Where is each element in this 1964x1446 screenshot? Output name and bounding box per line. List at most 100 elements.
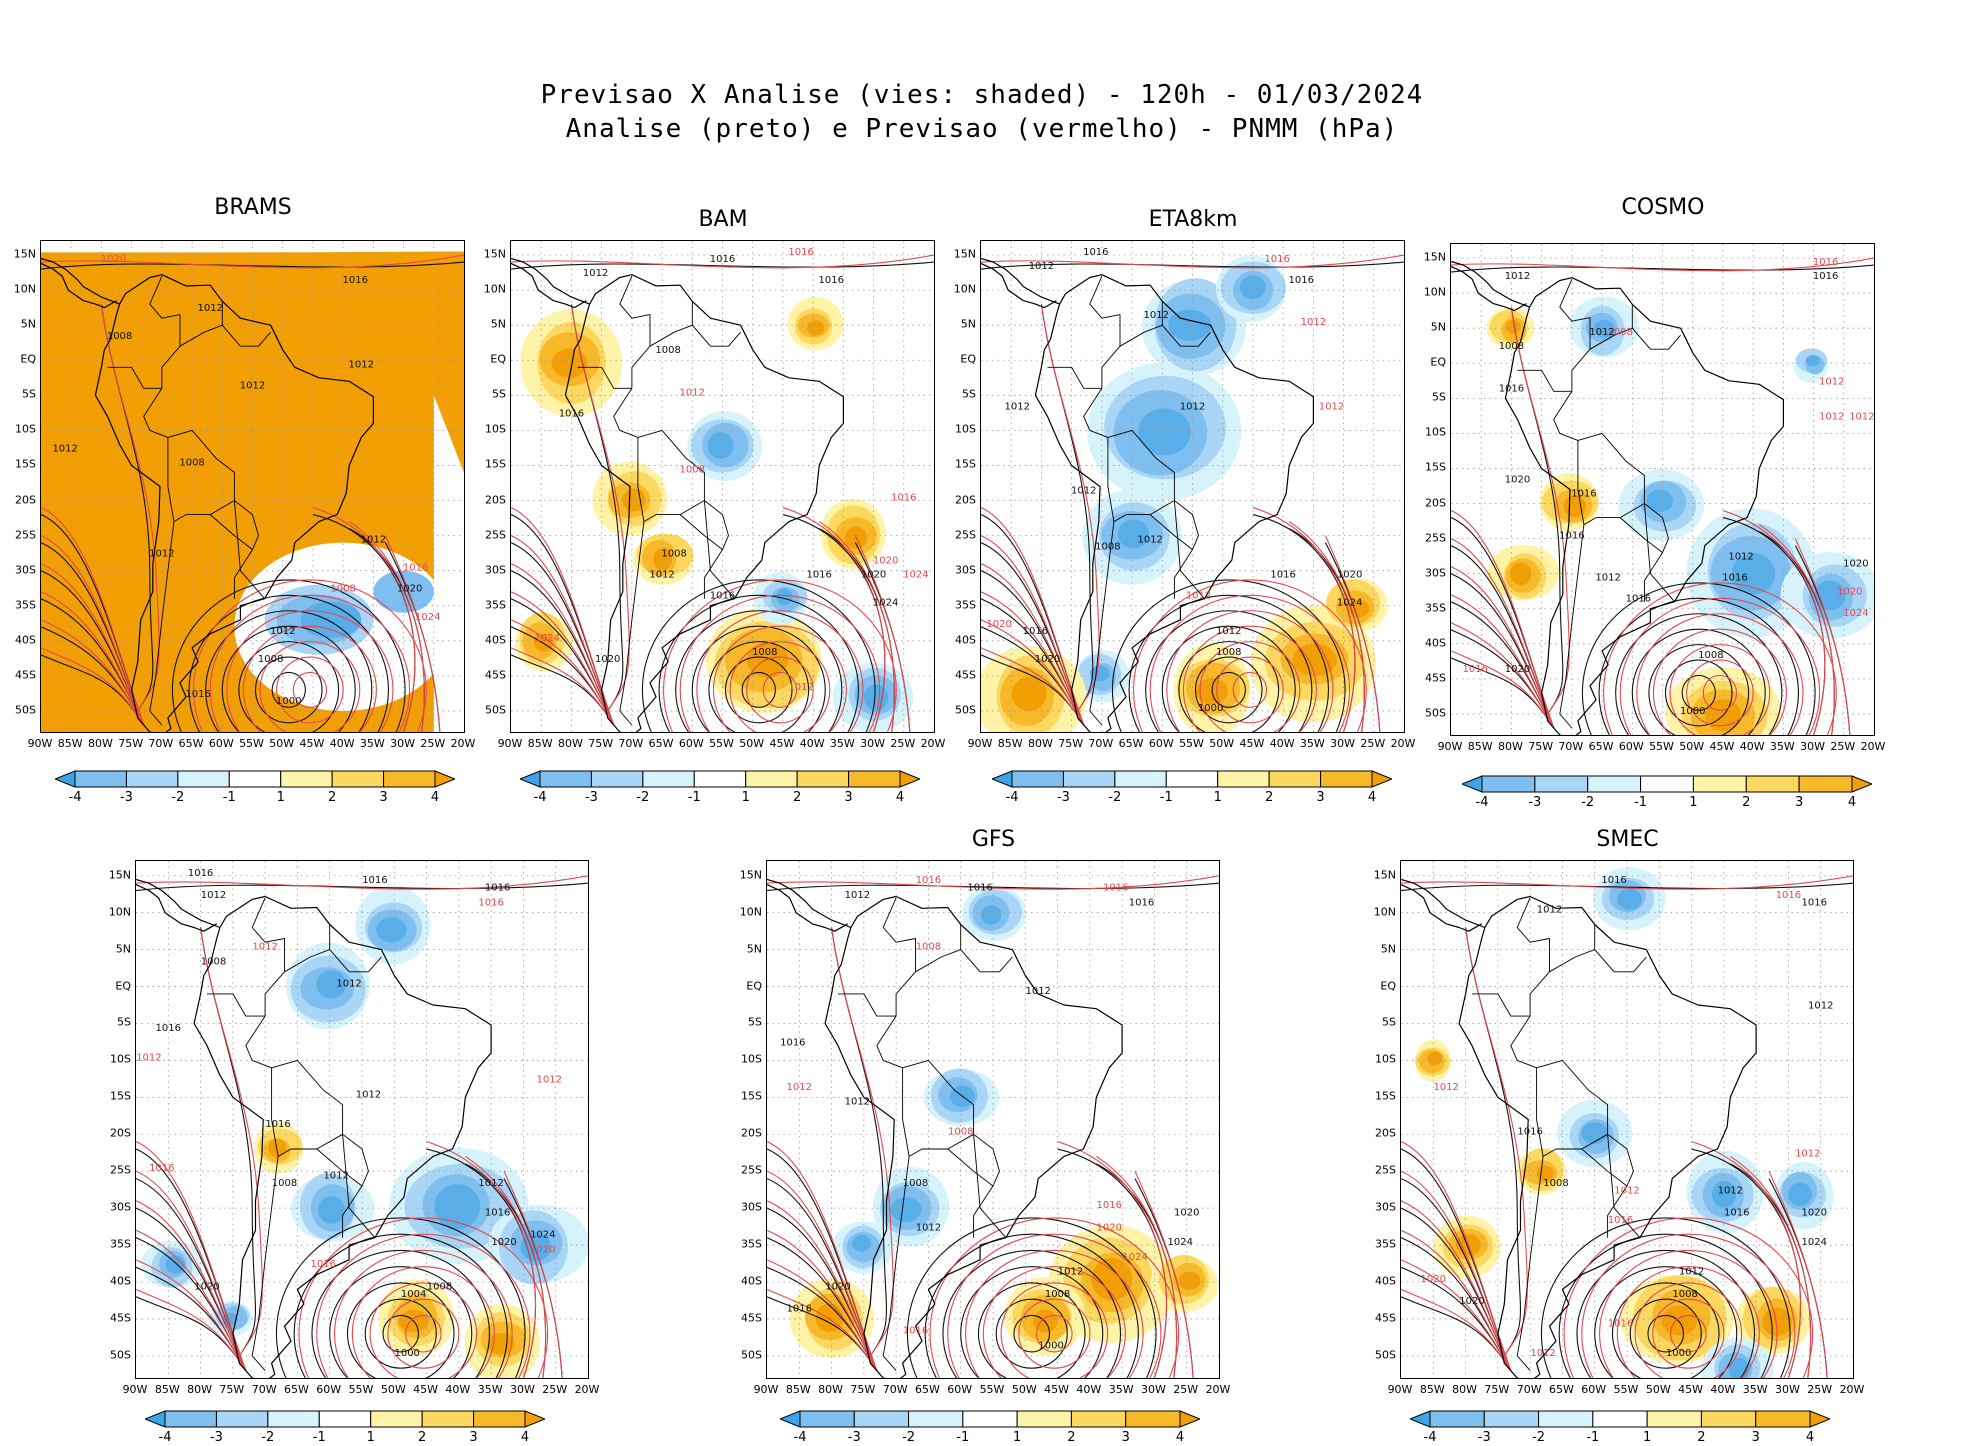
lat-tick-label: EQ <box>746 979 762 993</box>
forecast-isobar <box>1018 1298 1091 1369</box>
bias-blob-warm <box>1427 1051 1443 1066</box>
lat-tick-label: 10N <box>1423 285 1446 299</box>
lat-tick-label: EQ <box>20 352 36 366</box>
isobar-label: 1020 <box>1837 587 1862 598</box>
lat-tick-label: 25S <box>741 1163 762 1177</box>
analysis-isobar <box>136 1207 247 1371</box>
coastline <box>1034 274 1314 732</box>
lon-tick-label: 60W <box>208 737 234 750</box>
analysis-isobar <box>1615 613 1783 735</box>
colorbar-segment <box>1692 775 1747 793</box>
country-border <box>1549 949 1595 973</box>
forecast-isobar <box>729 641 831 732</box>
bias-shading <box>514 297 914 732</box>
map-svg: 1016 1016 1016 1016 1012 1012 1008 1012 1016 1012… <box>136 861 588 1378</box>
forecast-isobar <box>767 875 1219 890</box>
country-border <box>1516 897 1550 1017</box>
country-border <box>1559 524 1585 729</box>
lat-tick-label: 35S <box>15 598 36 612</box>
lat-tick-label: 45S <box>955 668 976 682</box>
lat-tick-label: 5N <box>1380 942 1396 956</box>
colorbar-min-triangle <box>53 770 76 788</box>
lon-tick-label: 35W <box>1299 737 1325 750</box>
colorbar-label: -3 <box>847 1430 861 1445</box>
isobar-label: 1016 <box>362 875 387 886</box>
lat-tick-label: 15N <box>1423 250 1446 264</box>
lon-tick-label: 30W <box>390 737 415 750</box>
lon-tick-label: 30W <box>509 1383 535 1396</box>
map-panel-brams: BRAMS 1020 1016 1012 1008 1012 1012 1012 1008 101… <box>14 195 476 750</box>
isobar-label: 1012 <box>1808 1001 1833 1012</box>
colorbar-label: -1 <box>687 790 701 805</box>
colorbar-segment <box>267 1410 320 1428</box>
colorbar: -4 -3 -2 -1 1 2 3 4 <box>1460 775 1874 811</box>
country-border <box>1516 1156 1544 1371</box>
forecast-isobar <box>1096 1155 1178 1378</box>
isobar-label: 1016 <box>1626 594 1651 605</box>
lat-tick-label: 50S <box>1375 1348 1396 1362</box>
forecast-isobar <box>511 563 615 726</box>
lat-tick-label: 15S <box>15 457 36 471</box>
analysis-isobar <box>767 882 1219 892</box>
forecast-isobar <box>1199 641 1301 732</box>
lon-tick-label: 35W <box>829 737 855 750</box>
isobar-label: 1016 <box>559 408 584 419</box>
lon-tick-label: 25W <box>890 737 916 750</box>
lon-tick-label: 45W <box>299 737 325 750</box>
lon-tick-label: 80W <box>187 1383 212 1396</box>
isobar-label: 1016 <box>265 1119 290 1130</box>
lat-tick-label: 15N <box>953 247 976 261</box>
isobar-label: 1012 <box>356 1089 381 1100</box>
analysis-isobar <box>1211 671 1246 708</box>
country-border <box>1517 369 1572 392</box>
country-border <box>619 521 645 726</box>
isobar-label: 1016 <box>1571 489 1596 500</box>
lat-tick-label: 30S <box>1375 1200 1396 1214</box>
colorbar-label: -1 <box>222 790 236 805</box>
forecast-isobar <box>929 1217 1180 1378</box>
analysis-isobar <box>1178 641 1280 732</box>
bias-blob-cool <box>890 1197 922 1222</box>
isobar-label: 1016 <box>1270 570 1295 581</box>
country-border <box>947 1133 1000 1187</box>
forecast-isobar <box>511 254 934 269</box>
forecast-isobar <box>41 563 145 726</box>
colorbar-segment <box>1429 1410 1485 1428</box>
lon-tick-label: 80W <box>1452 1383 1477 1396</box>
isobar-label: 1024 <box>1122 1252 1147 1263</box>
isobar-label: 1000 <box>1038 1340 1063 1351</box>
forecast-isobar <box>503 1170 563 1378</box>
forecast-isobar <box>511 647 615 726</box>
isobar-label: 1012 <box>149 549 174 560</box>
analysis-isobar <box>942 1249 1122 1378</box>
lat-tick-label: 25S <box>955 528 976 542</box>
panel-title: GFS <box>971 827 1016 852</box>
isobar-label: 1012 <box>1144 310 1169 321</box>
lat-tick-label: 15N <box>13 247 36 261</box>
analysis-isobar <box>205 610 373 732</box>
forecast-isobar <box>1401 1200 1512 1371</box>
analysis-isobar <box>188 594 389 732</box>
lon-tick-label: 90W <box>497 737 523 750</box>
colorbar-segment <box>177 770 230 788</box>
forecast-isobar <box>663 579 897 732</box>
isobar-label: 1012 <box>1216 626 1241 637</box>
lon-tick-labels: 90W 85W 80W 75W 70W 65W 60W 55W 50W 45W 40W 35W 30W 2… <box>754 1383 1231 1397</box>
lat-tick-label: 5S <box>748 1015 762 1029</box>
analysis-isobar <box>691 625 826 732</box>
lat-tick-label: 15N <box>1373 868 1396 882</box>
colorbar-label: 1 <box>741 790 750 805</box>
lon-tick-label: 55W <box>239 737 264 750</box>
bias-blob-cool <box>1581 1122 1608 1144</box>
isobar-label: 1020 <box>1421 1274 1446 1285</box>
colorbar-label: -3 <box>1477 1430 1491 1445</box>
isobar-label: 1012 <box>1319 401 1344 412</box>
isobar-label: 1016 <box>1601 875 1626 886</box>
forecast-isobar <box>511 591 615 726</box>
colorbar-segment <box>1587 775 1642 793</box>
forecast-isobar <box>41 254 464 269</box>
lat-tick-label: 20S <box>1425 496 1446 510</box>
lon-tick-label: 55W <box>709 737 734 750</box>
lat-tick-label: 20S <box>955 493 976 507</box>
country-border <box>1643 503 1675 602</box>
